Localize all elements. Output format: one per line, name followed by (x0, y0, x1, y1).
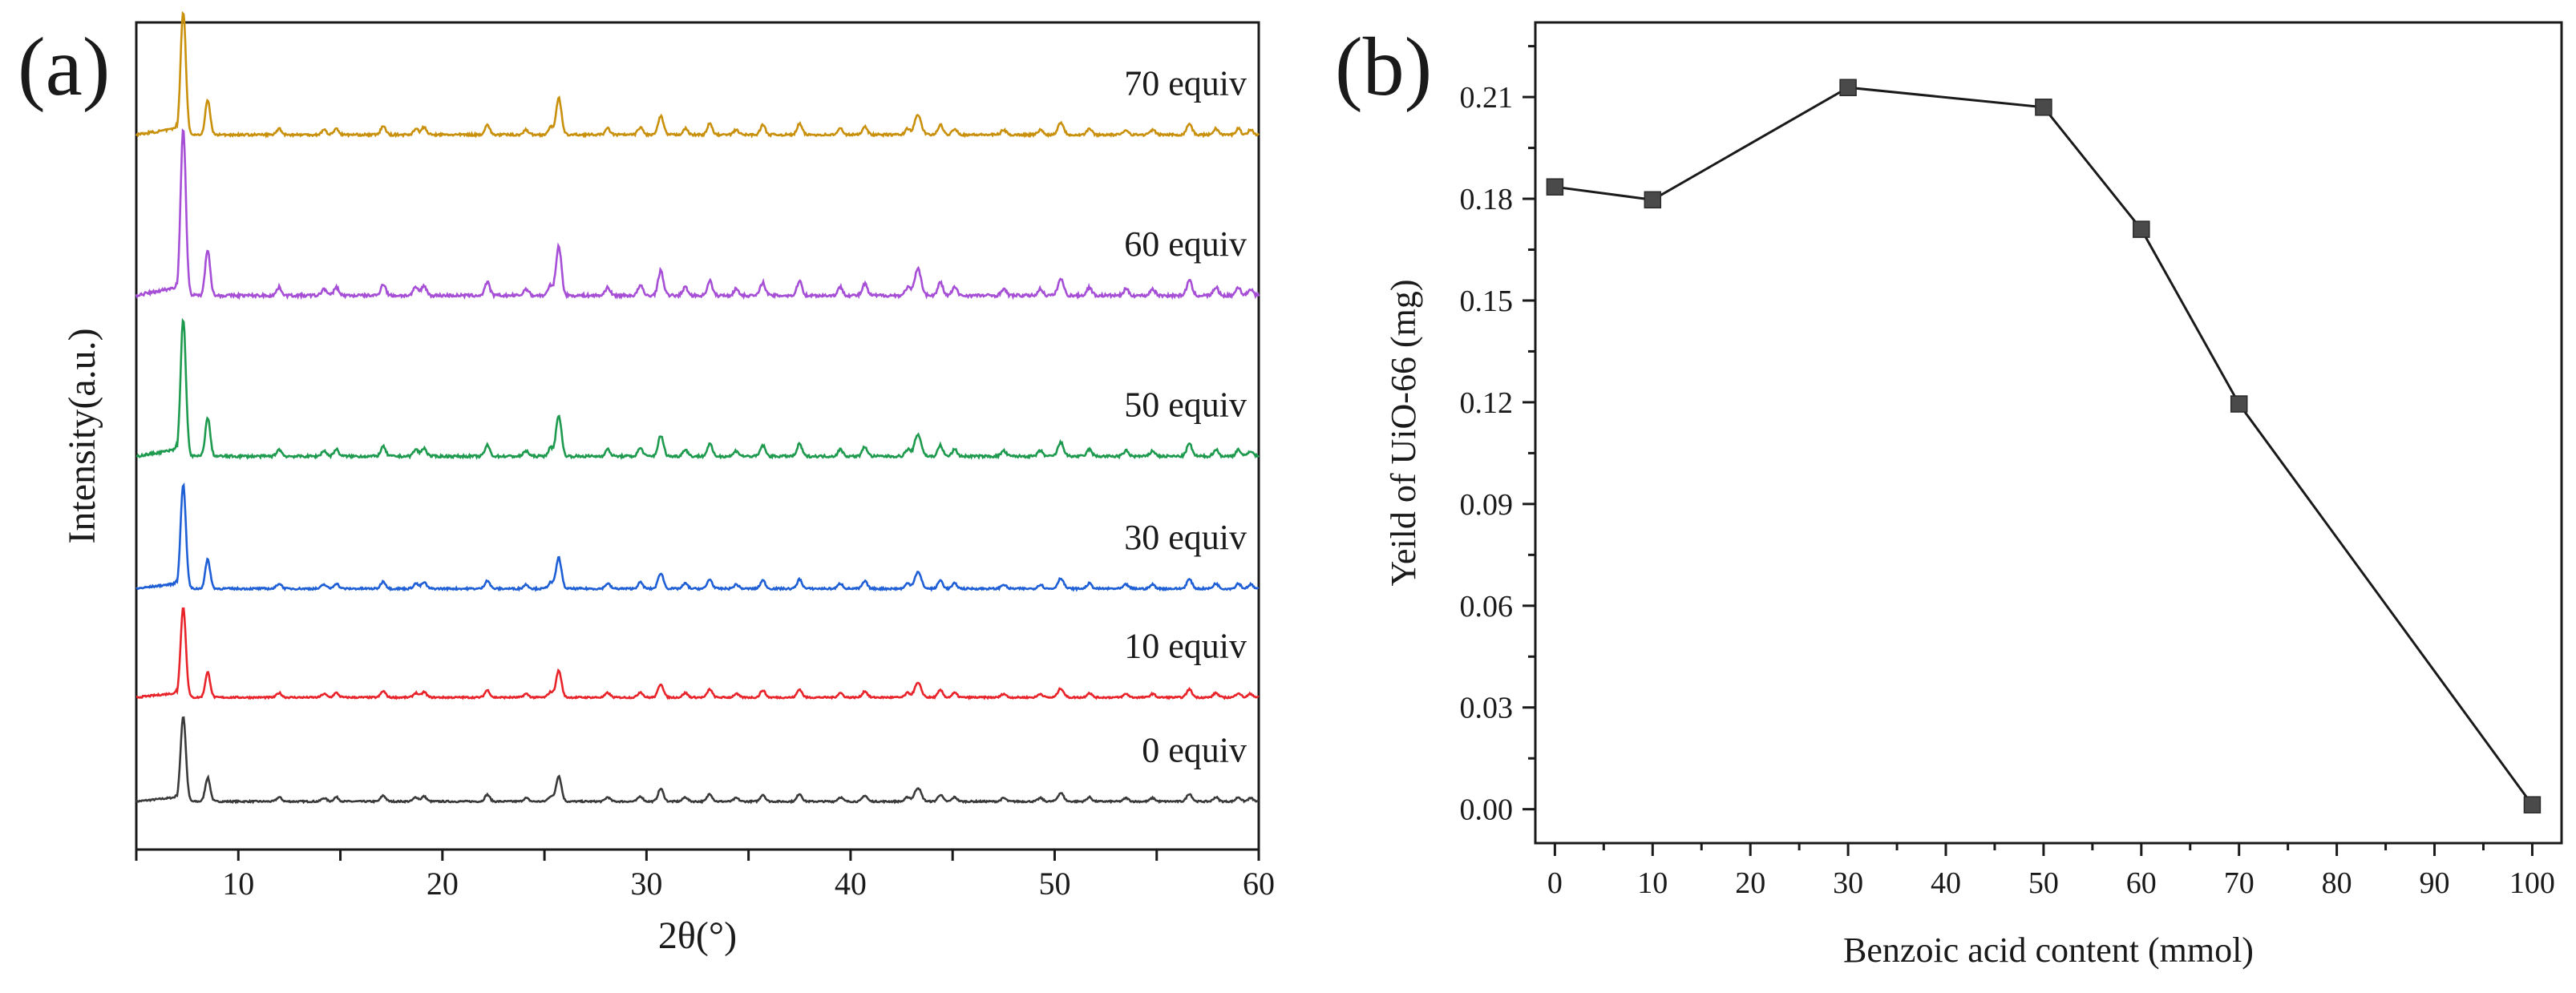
panel-b-y-tick-label: 0.06 (1460, 590, 1514, 624)
panel-b-y-tick-label: 0.12 (1460, 386, 1514, 420)
yield-point (1644, 191, 1662, 209)
panel-a: (a) 0 equiv 10 equiv 30 equiv 50 equiv 60 eq… (18, 10, 1275, 957)
panel-b: (b) 0 10 20 30 40 50 60 70 80 90 100 0.00 0.03 0.06 0.… (1335, 21, 2563, 970)
panel-a-tick-label: 20 (427, 866, 459, 902)
panel-a-frame (135, 21, 1260, 851)
panel-b-xlabel: Benzoic acid content (mmol) (1843, 930, 2254, 970)
yield-point (1839, 79, 1857, 96)
yield-point (1546, 178, 1564, 196)
panel-b-label: (b) (1335, 21, 1432, 113)
panel-a-tick-label: 60 (1243, 866, 1275, 902)
panel-b-y-tick-label: 0.21 (1460, 81, 1514, 115)
xrd-trace-2 (135, 482, 1260, 592)
xrd-trace-label: 10 equiv (1124, 627, 1247, 666)
panel-a-tick-label: 10 (222, 866, 254, 902)
panel-a-tick-label: 40 (835, 866, 867, 902)
xrd-trace-1 (135, 607, 1260, 700)
yield-point (2523, 796, 2542, 813)
panel-b-y-tick-label: 0.18 (1460, 183, 1514, 216)
panel-b-axes: 0 10 20 30 40 50 60 70 80 90 100 0.00 0.03 0.06 0.09 0.… (1460, 45, 2555, 900)
panel-b-x-tick-label: 90 (2420, 866, 2450, 900)
panel-b-series (1546, 79, 2542, 813)
panel-b-x-tick-label: 80 (2322, 866, 2352, 900)
panel-a-traces: 0 equiv 10 equiv 30 equiv 50 equiv 60 equiv 7… (135, 10, 1260, 805)
xrd-trace-0 (135, 716, 1260, 805)
panel-b-x-tick-label: 10 (1637, 866, 1668, 900)
panel-b-x-tick-label: 60 (2126, 866, 2157, 900)
xrd-trace-label: 50 equiv (1124, 385, 1247, 425)
panel-b-y-tick-label: 0.00 (1460, 793, 1514, 827)
xrd-trace-3 (135, 317, 1260, 461)
yield-line (1555, 86, 2534, 806)
yield-point (2230, 395, 2248, 413)
panel-b-y-tick-label: 0.03 (1460, 692, 1514, 725)
xrd-trace-label: 70 equiv (1124, 64, 1247, 103)
panel-a-x-axis: 10 20 30 40 50 60 (135, 850, 1275, 902)
panel-b-ylabel: Yeild of UiO-66 (mg) (1384, 280, 1423, 587)
panel-b-x-tick-label: 0 (1547, 866, 1563, 900)
panel-b-x-tick-label: 30 (1833, 866, 1863, 900)
panel-a-label: (a) (18, 21, 110, 113)
panel-b-frame (1534, 21, 2563, 845)
xrd-trace-4 (135, 128, 1260, 301)
xrd-trace-5 (135, 10, 1260, 139)
panel-a-tick-label: 30 (630, 866, 662, 902)
panel-a-xlabel: 2θ(°) (658, 914, 737, 957)
yield-point (2133, 220, 2150, 238)
xrd-trace-label: 30 equiv (1124, 518, 1247, 557)
panel-b-y-tick-label: 0.15 (1460, 285, 1514, 318)
panel-a-tick-label: 50 (1038, 866, 1070, 902)
panel-b-x-tick-label: 100 (2509, 866, 2555, 900)
panel-b-x-tick-label: 40 (1931, 866, 1961, 900)
xrd-trace-label: 60 equiv (1124, 224, 1247, 264)
panel-b-x-tick-label: 50 (2028, 866, 2059, 900)
panel-b-x-tick-label: 20 (1735, 866, 1765, 900)
panel-b-x-tick-label: 70 (2224, 866, 2255, 900)
yield-point (2035, 99, 2052, 116)
xrd-trace-label: 0 equiv (1142, 730, 1247, 769)
panel-b-y-tick-label: 0.09 (1460, 488, 1514, 522)
panel-a-ylabel: Intensity(a.u.) (61, 328, 103, 543)
